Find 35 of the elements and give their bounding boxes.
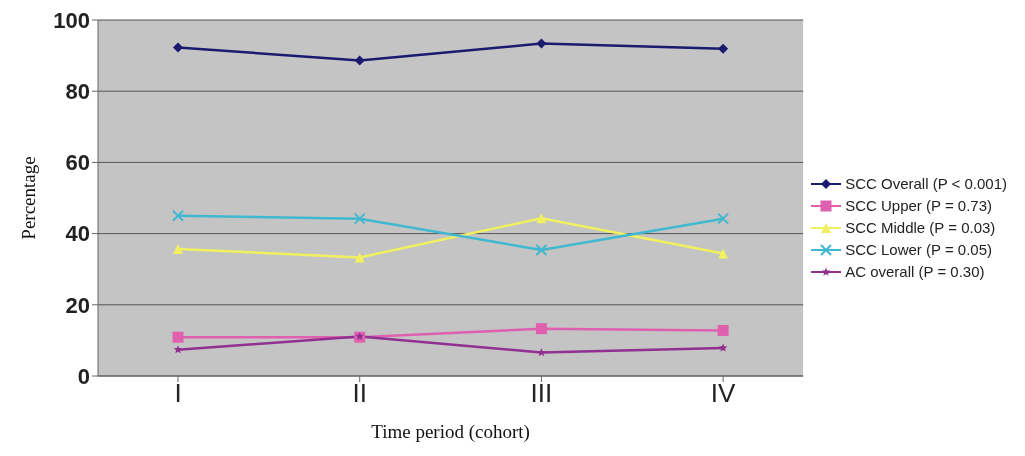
y-tick-label: 0 <box>77 363 90 389</box>
point <box>536 38 547 49</box>
x-tick-label: I <box>174 378 182 409</box>
point <box>718 43 729 54</box>
point <box>718 343 728 352</box>
point <box>354 55 365 66</box>
y-tick-label: 100 <box>53 7 90 33</box>
point <box>353 212 366 225</box>
point <box>718 248 729 259</box>
point <box>535 243 548 256</box>
legend-label: AC overall (P = 0.30) <box>845 262 985 282</box>
point <box>172 331 184 343</box>
point <box>717 212 730 225</box>
point <box>717 324 729 336</box>
x-tick-label: IV <box>710 378 737 409</box>
point <box>354 252 365 263</box>
legend-label: SCC Overall (P < 0.001) <box>845 174 1007 194</box>
x-axis-title: Time period (cohort) <box>371 421 530 443</box>
point <box>536 213 547 224</box>
legend-label: SCC Lower (P = 0.05) <box>845 240 992 260</box>
y-tick-label: 80 <box>65 79 90 105</box>
point <box>535 323 547 335</box>
y-tick-label: 40 <box>65 221 90 247</box>
point <box>537 348 546 357</box>
point <box>173 243 183 254</box>
point <box>173 42 183 53</box>
y-tick-label: 20 <box>65 292 90 318</box>
legend-label: SCC Upper (P = 0.73) <box>845 196 992 216</box>
y-axis-title: Percentage <box>17 156 39 240</box>
x-tick-label: III <box>530 378 553 409</box>
x-tick-label: II <box>352 378 367 409</box>
legend-label: SCC Middle (P = 0.03) <box>845 218 996 238</box>
point <box>172 209 184 222</box>
y-tick-label: 60 <box>65 150 90 176</box>
point <box>173 345 183 354</box>
